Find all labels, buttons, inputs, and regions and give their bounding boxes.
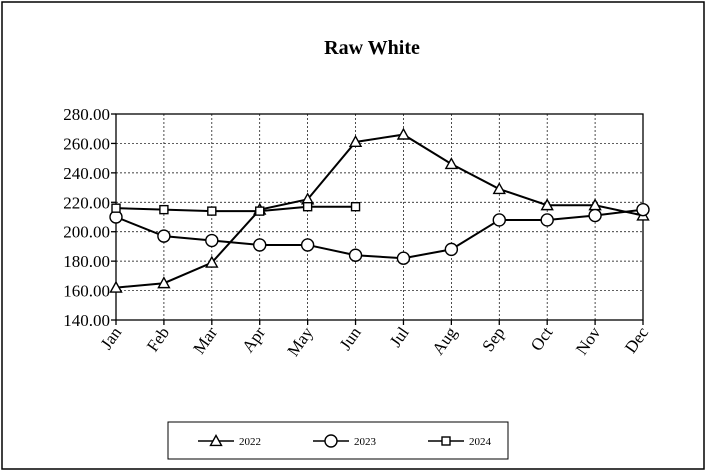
data-point-2023: [397, 252, 409, 264]
data-point-2024: [112, 204, 120, 212]
data-point-2024: [208, 207, 216, 215]
y-tick-label: 140.00: [63, 311, 110, 330]
legend-marker-2024: [442, 437, 450, 445]
chart-title: Raw White: [324, 37, 420, 59]
y-tick-label: 220.00: [63, 193, 110, 212]
data-point-2023: [302, 239, 314, 251]
legend: 2022 2023 2024: [168, 422, 508, 459]
data-point-2023: [637, 204, 649, 216]
data-point-2024: [256, 207, 264, 215]
y-tick-label: 160.00: [63, 282, 110, 301]
data-point-2023: [254, 239, 266, 251]
legend-label: 2024: [469, 436, 492, 448]
data-point-2023: [206, 235, 218, 247]
y-tick-label: 240.00: [63, 164, 110, 183]
data-point-2023: [158, 230, 170, 242]
legend-label: 2023: [354, 436, 377, 448]
y-tick-label: 260.00: [63, 134, 110, 153]
data-point-2024: [304, 203, 312, 211]
y-tick-label: 200.00: [63, 223, 110, 242]
legend-label: 2022: [239, 436, 261, 448]
data-point-2023: [541, 214, 553, 226]
legend-marker-2023: [325, 435, 337, 447]
data-point-2024: [160, 206, 168, 214]
data-point-2024: [352, 203, 360, 211]
data-point-2023: [589, 210, 601, 222]
y-tick-label: 280.00: [63, 105, 110, 124]
data-point-2023: [445, 243, 457, 255]
data-point-2023: [350, 249, 362, 261]
y-tick-label: 180.00: [63, 252, 110, 271]
data-point-2023: [493, 214, 505, 226]
